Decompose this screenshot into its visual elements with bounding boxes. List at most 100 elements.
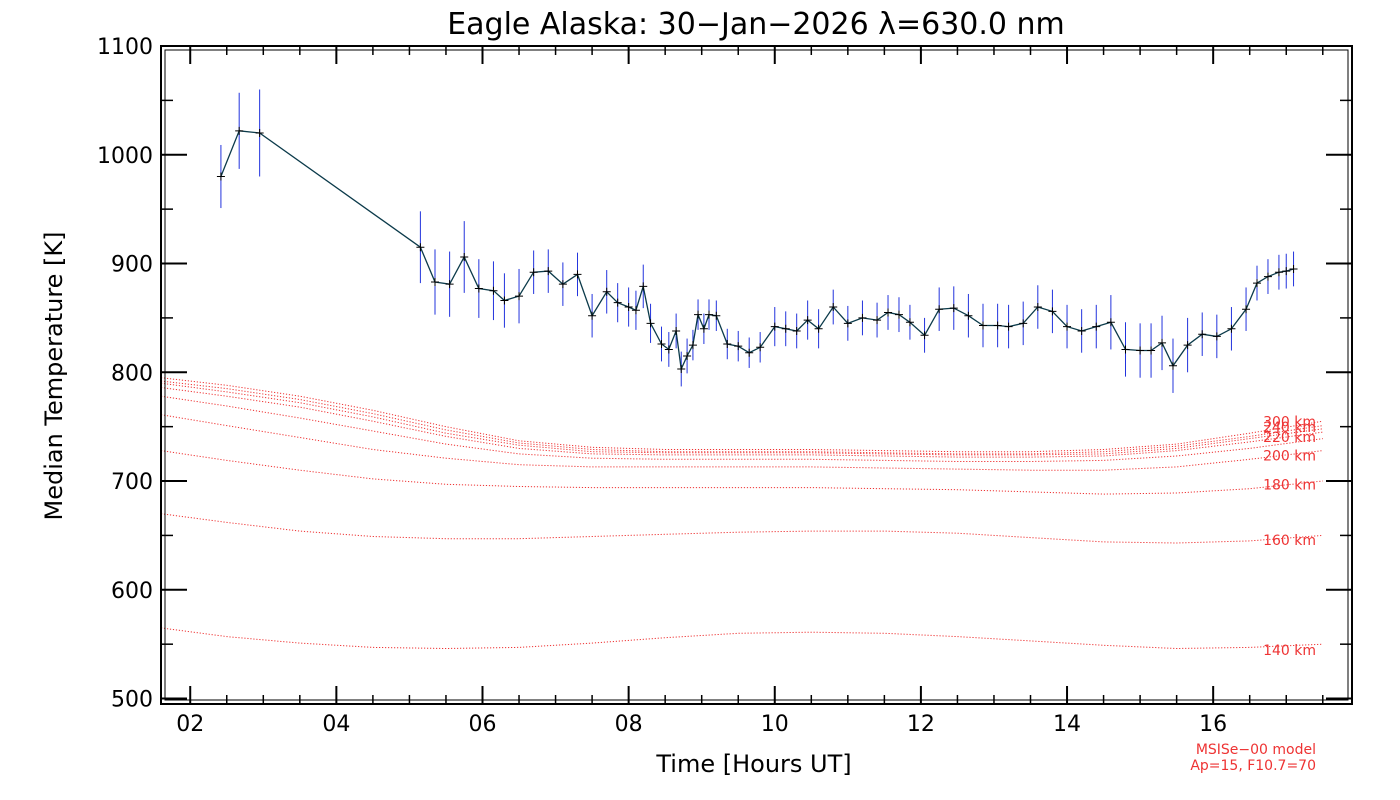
data-point: [677, 365, 686, 374]
data-point: [672, 326, 681, 335]
data-point: [1227, 324, 1236, 333]
measured-line: [220, 130, 1294, 372]
data-point: [1242, 305, 1251, 314]
y-tick-label: 900: [111, 253, 153, 278]
model-curve-140-km: [160, 627, 1323, 650]
data-point: [1121, 345, 1130, 354]
data-point: [688, 341, 697, 350]
data-point: [460, 252, 469, 261]
data-point: [979, 321, 988, 330]
data-point: [705, 310, 714, 319]
data-point: [781, 324, 790, 333]
x-tick-label: 12: [907, 712, 935, 737]
x-axis-label: Time [Hours UT]: [655, 750, 851, 778]
data-point: [712, 311, 721, 320]
data-point: [235, 126, 244, 135]
data-point: [646, 319, 655, 328]
x-tick-label: 16: [1199, 712, 1227, 737]
model-curve-180-km: [160, 450, 1323, 495]
data-point: [558, 280, 567, 289]
y-tick-label: 1000: [97, 144, 153, 169]
data-point: [905, 318, 914, 327]
plot-box-inner: [164, 49, 1349, 701]
data-point: [699, 324, 708, 333]
data-point: [1158, 338, 1167, 347]
data-point: [745, 348, 754, 357]
data-point: [694, 310, 703, 319]
data-point: [489, 286, 498, 295]
data-point: [416, 243, 425, 252]
measured-series: [216, 126, 1298, 374]
model-label-140-km: 140 km: [1263, 643, 1316, 659]
x-tick-label: 10: [761, 712, 789, 737]
data-point: [829, 303, 838, 312]
data-point: [1092, 322, 1101, 331]
model-curve-300-km: [160, 377, 1323, 453]
data-point: [1168, 361, 1177, 370]
data-point: [1212, 332, 1221, 341]
chart-title: Eagle Alaska: 30−Jan−2026 λ=630.0 nm: [447, 7, 1065, 42]
data-point: [664, 345, 673, 354]
y-tick-label: 700: [111, 470, 153, 495]
data-point: [573, 270, 582, 279]
data-point: [949, 304, 958, 313]
model-curve-260-km: [160, 382, 1323, 456]
data-point: [723, 340, 732, 349]
data-point: [613, 298, 622, 307]
data-point: [657, 340, 666, 349]
data-point: [1048, 307, 1057, 316]
data-point: [814, 324, 823, 333]
model-label-200-km: 200 km: [1263, 448, 1316, 464]
model-curve-240-km: [160, 387, 1323, 458]
plot-box-outer: [160, 45, 1353, 705]
model-annotation-line1: MSISe−00 model: [1196, 742, 1316, 758]
data-point: [1136, 346, 1145, 355]
data-point: [1289, 264, 1298, 273]
model-label-220-km: 220 km: [1263, 430, 1316, 446]
data-point: [445, 280, 454, 289]
data-point: [1253, 279, 1262, 288]
data-point: [515, 292, 524, 301]
data-point: [602, 287, 611, 296]
axis-ticks: 02 04 06 08 10 12 14 16 500 600 700 800 900 1000 1100: [97, 35, 1352, 737]
model-curve-200-km: [160, 414, 1323, 471]
y-tick-label: 800: [111, 361, 153, 386]
x-tick-label: 14: [1053, 712, 1081, 737]
model-label-240-km: 240 km: [1263, 420, 1316, 436]
x-tick-label: 06: [468, 712, 496, 737]
data-point: [1077, 326, 1086, 335]
data-point: [500, 296, 509, 305]
data-point: [894, 310, 903, 319]
data-point: [588, 311, 597, 320]
data-point: [255, 129, 264, 138]
data-point: [631, 306, 640, 315]
data-point: [770, 322, 779, 331]
y-axis-label: Median Temperature [K]: [40, 231, 68, 520]
data-point: [1106, 318, 1115, 327]
y-tick-label: 600: [111, 579, 153, 604]
data-point: [529, 268, 538, 277]
data-point: [734, 342, 743, 351]
data-point: [624, 303, 633, 312]
model-curve-280-km: [160, 380, 1323, 455]
x-tick-label: 04: [322, 712, 350, 737]
data-point: [1147, 346, 1156, 355]
x-tick-label: 08: [615, 712, 643, 737]
data-point: [1183, 341, 1192, 350]
data-point: [544, 267, 553, 276]
model-annotation-line2: Ap=15, F10.7=70: [1190, 758, 1316, 774]
data-point: [873, 316, 882, 325]
model-label-300-km: 300 km: [1263, 415, 1316, 431]
plot-frame: [160, 45, 1353, 705]
x-tick-label: 02: [176, 712, 204, 737]
data-point: [1063, 322, 1072, 331]
y-tick-label: 500: [111, 688, 153, 713]
data-point: [474, 284, 483, 293]
data-point: [216, 172, 225, 181]
data-point: [1004, 322, 1013, 331]
data-point: [803, 316, 812, 325]
model-label-160-km: 160 km: [1263, 533, 1316, 549]
data-point: [1274, 268, 1283, 277]
model-curve-220-km: [160, 395, 1323, 462]
